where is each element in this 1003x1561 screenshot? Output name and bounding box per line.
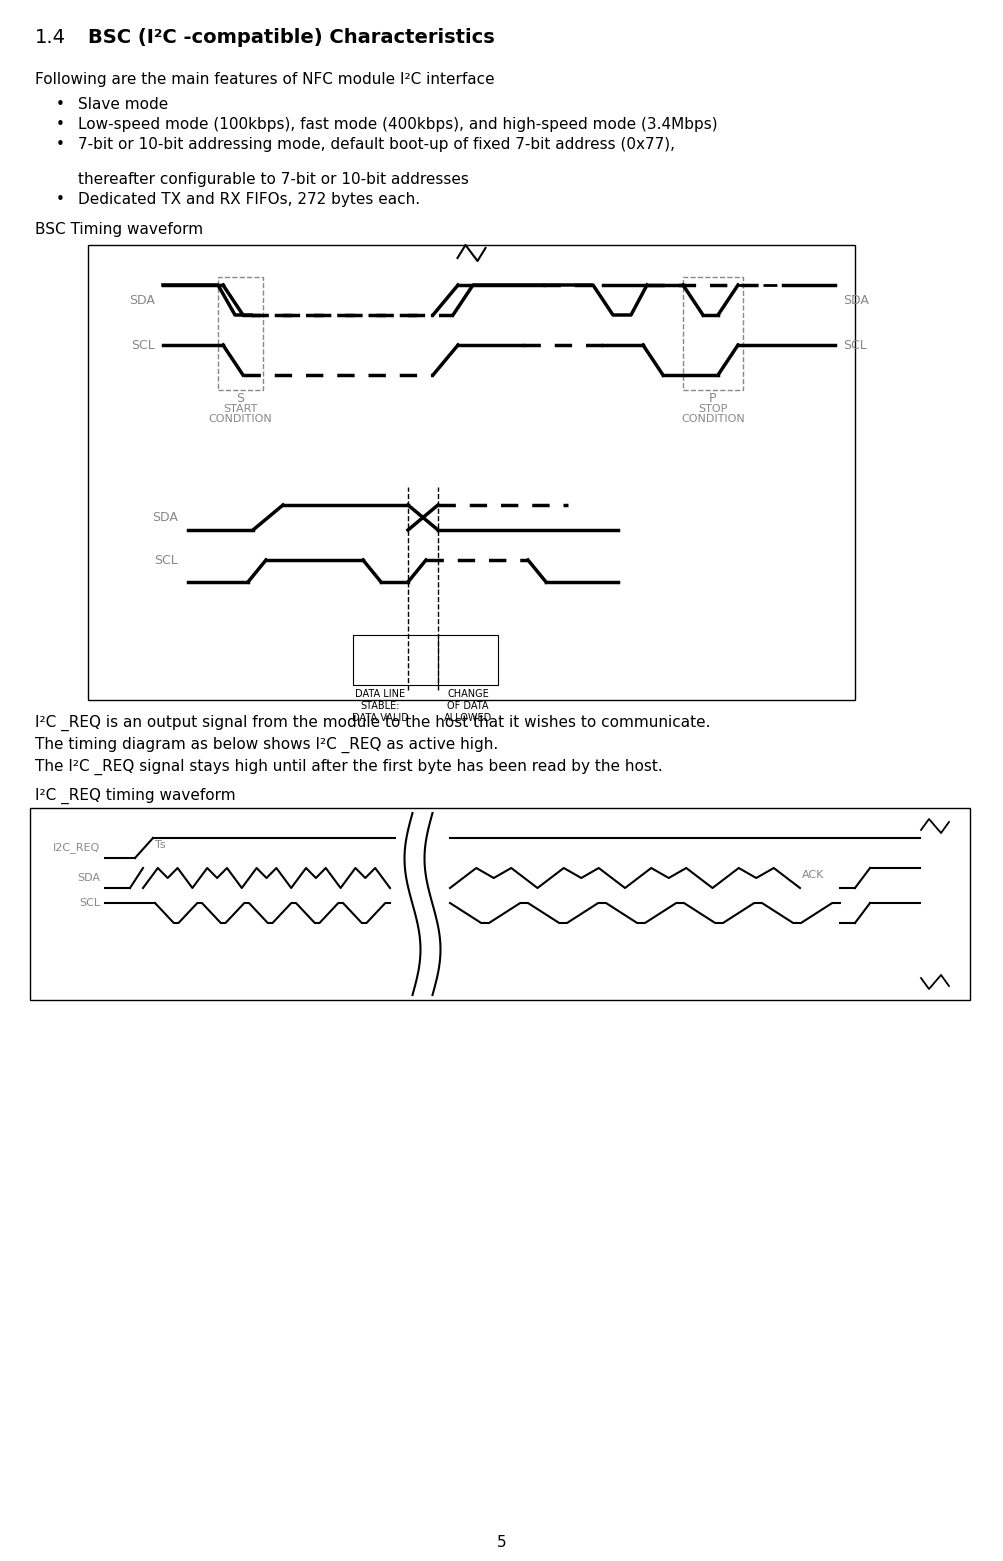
Text: S: S [237, 392, 245, 404]
Text: DATA LINE: DATA LINE [355, 688, 405, 699]
Text: OF DATA: OF DATA [446, 701, 488, 710]
Text: START: START [223, 404, 258, 414]
Text: DATA VALID: DATA VALID [352, 713, 408, 723]
Text: •: • [55, 192, 64, 208]
Text: SDA: SDA [77, 873, 100, 884]
Bar [353, 635, 497, 685]
Text: CONDITION: CONDITION [680, 414, 744, 425]
Text: The I²C _REQ signal stays high until after the first byte has been read by the h: The I²C _REQ signal stays high until aft… [35, 759, 662, 776]
Text: SCL: SCL [843, 339, 866, 351]
Bar [218, 276, 263, 390]
Text: •: • [55, 97, 64, 112]
Text: SDA: SDA [152, 510, 178, 523]
Text: SCL: SCL [79, 898, 100, 909]
Text: ACK: ACK [801, 869, 823, 880]
Text: 1.4: 1.4 [35, 28, 66, 47]
Text: Following are the main features of NFC module I²C interface: Following are the main features of NFC m… [35, 72, 494, 87]
Bar [88, 245, 855, 699]
Text: Low-speed mode (100kbps), fast mode (400kbps), and high-speed mode (3.4Mbps): Low-speed mode (100kbps), fast mode (400… [78, 117, 717, 133]
Text: 5: 5 [496, 1534, 507, 1550]
Text: •: • [55, 117, 64, 133]
Text: SDA: SDA [129, 293, 154, 306]
Text: SCL: SCL [131, 339, 154, 351]
Text: SCL: SCL [154, 554, 178, 567]
Text: 7-bit or 10-bit addressing mode, default boot-up of fixed 7-bit address (0x77),: 7-bit or 10-bit addressing mode, default… [78, 137, 674, 151]
Bar [682, 276, 742, 390]
Text: ALLOWED: ALLOWED [443, 713, 491, 723]
Text: CONDITION: CONDITION [209, 414, 272, 425]
Text: Ts: Ts [154, 840, 165, 851]
Text: SDA: SDA [843, 293, 868, 306]
Bar [30, 809, 969, 1001]
Text: I²C _REQ is an output signal from the module to the host that it wishes to commu: I²C _REQ is an output signal from the mo… [35, 715, 710, 731]
Text: Slave mode: Slave mode [78, 97, 169, 112]
Text: BSC (I²C -compatible) Characteristics: BSC (I²C -compatible) Characteristics [88, 28, 494, 47]
Text: CHANGE: CHANGE [446, 688, 488, 699]
Text: STABLE:: STABLE: [360, 701, 400, 710]
Text: Dedicated TX and RX FIFOs, 272 bytes each.: Dedicated TX and RX FIFOs, 272 bytes eac… [78, 192, 419, 208]
Text: The timing diagram as below shows I²C _REQ as active high.: The timing diagram as below shows I²C _R… [35, 737, 497, 754]
Text: •: • [55, 137, 64, 151]
Text: thereafter configurable to 7-bit or 10-bit addresses: thereafter configurable to 7-bit or 10-b… [78, 172, 468, 187]
Text: I²C _REQ timing waveform: I²C _REQ timing waveform [35, 788, 236, 804]
Text: STOP: STOP [698, 404, 727, 414]
Text: BSC Timing waveform: BSC Timing waveform [35, 222, 203, 237]
Text: P: P [708, 392, 716, 404]
Text: I2C_REQ: I2C_REQ [53, 843, 100, 854]
